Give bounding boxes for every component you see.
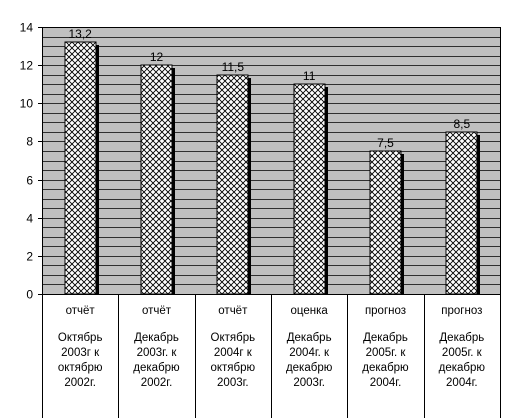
- y-tick-label: 4: [26, 212, 33, 226]
- data-label: 12: [150, 50, 164, 64]
- category-period-label: Декабрь 2004г. к декабрю 2003г.: [285, 332, 333, 389]
- category-period-label: Октябрь 2003г к октябрю 2002г.: [57, 332, 103, 389]
- bar: [293, 83, 326, 295]
- bar: [369, 150, 402, 295]
- bar: [64, 41, 97, 295]
- data-labels: 13,2 12 11,5 11 7,5 8,5: [68, 27, 470, 150]
- category-cell: отчёт Октябрь 2004г к октябрю 2003г.: [195, 294, 271, 418]
- y-tick-label: 2: [26, 250, 33, 264]
- category-type-label: прогноз: [364, 305, 407, 317]
- data-label: 8,5: [453, 117, 470, 131]
- bar: [445, 131, 478, 295]
- category-period-label: Декабрь 2003г. к декабрю 2002г.: [133, 332, 180, 389]
- category-cell: отчёт Декабрь 2003г. к декабрю 2002г.: [118, 294, 194, 418]
- y-tick-label: 14: [20, 21, 34, 35]
- category-period-label: Октябрь 2004г к октябрю 2003г.: [210, 332, 256, 389]
- y-tick-label: 10: [20, 97, 34, 111]
- gridlines: [42, 27, 500, 295]
- category-type-label: отчёт: [65, 305, 95, 317]
- bar: [140, 64, 173, 295]
- data-label: 11: [303, 69, 316, 83]
- category-type-label: оценка: [290, 305, 328, 317]
- y-tick-label: 8: [26, 135, 33, 149]
- y-tick-labels: 0 2 4 6 8 10 12 14: [20, 21, 34, 302]
- data-label: 11,5: [222, 60, 245, 74]
- category-cell: прогноз Декабрь 2005г. к декабрю 2004г.: [424, 294, 500, 418]
- category-type-label: отчёт: [141, 305, 172, 317]
- y-tick-label: 6: [26, 174, 33, 188]
- category-period-label: Декабрь 2005г. к декабрю 2004г.: [438, 332, 486, 389]
- data-label: 13,2: [68, 27, 92, 41]
- bars: [64, 41, 480, 295]
- plot-area: [42, 27, 500, 294]
- y-tick-label: 12: [20, 59, 34, 73]
- category-type-label: отчёт: [218, 305, 248, 317]
- category-cell: отчёт Октябрь 2003г к октябрю 2002г.: [42, 294, 118, 418]
- category-type-label: прогноз: [441, 305, 483, 317]
- category-period-label: Декабрь 2005г. к декабрю 2004г.: [362, 332, 409, 389]
- category-cell: оценка Декабрь 2004г. к декабрю 2003г.: [271, 294, 347, 418]
- category-cell: прогноз Декабрь 2005г. к декабрю 2004г.: [347, 294, 423, 418]
- data-label: 7,5: [377, 136, 394, 150]
- y-tick-label: 0: [26, 288, 33, 302]
- axes: [38, 27, 501, 418]
- bar: [216, 74, 249, 295]
